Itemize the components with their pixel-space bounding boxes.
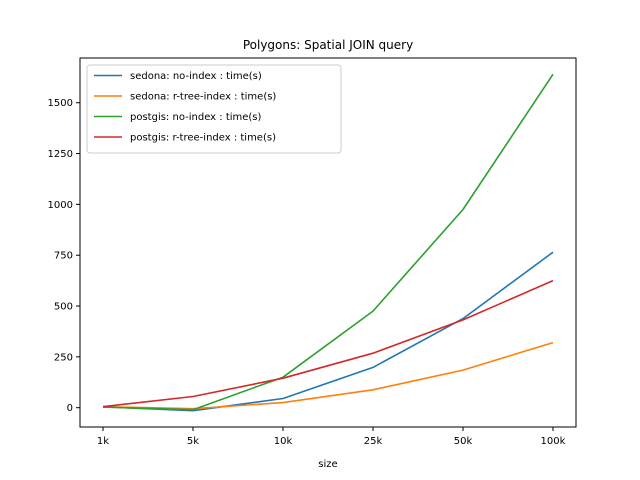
legend-label: postgis: no-index : time(s) — [130, 112, 262, 123]
series-line-1 — [102, 251, 554, 412]
x-tick-label: 10k — [274, 436, 293, 447]
series-layer — [102, 73, 554, 412]
y-tick-label: 0 — [67, 403, 73, 414]
plot-frame — [79, 57, 577, 428]
x-axis-title: size — [318, 459, 337, 470]
y-tick-label: 500 — [54, 302, 73, 313]
x-axis: 1k 5k 10k 25k 50k 100k — [97, 427, 566, 447]
y-tick-label: 1250 — [48, 149, 73, 160]
legend-label: sedona: no-index : time(s) — [130, 71, 262, 82]
x-tick-label: 25k — [364, 436, 383, 447]
y-tick-label: 1500 — [48, 98, 73, 109]
legend-box — [86, 64, 342, 154]
x-tick-label: 50k — [454, 436, 473, 447]
x-tick-label: 1k — [97, 436, 109, 447]
series-line-2 — [102, 341, 554, 410]
series-line-3 — [102, 73, 554, 411]
y-tick-label: 750 — [54, 251, 73, 262]
series-line-4 — [102, 279, 554, 408]
y-axis: 0 250 500 750 1000 1250 1500 — [48, 98, 80, 414]
legend-label: postgis: r-tree-index : time(s) — [130, 133, 276, 144]
legend: sedona: no-index : time(s) sedona: r-tree… — [86, 64, 342, 154]
x-tick-label: 100k — [541, 436, 566, 447]
y-tick-label: 1000 — [48, 200, 73, 211]
legend-label: sedona: r-tree-index : time(s) — [130, 92, 276, 103]
y-tick-label: 250 — [54, 352, 73, 363]
x-tick-label: 5k — [187, 436, 199, 447]
chart-title: Polygons: Spatial JOIN query — [243, 38, 413, 52]
